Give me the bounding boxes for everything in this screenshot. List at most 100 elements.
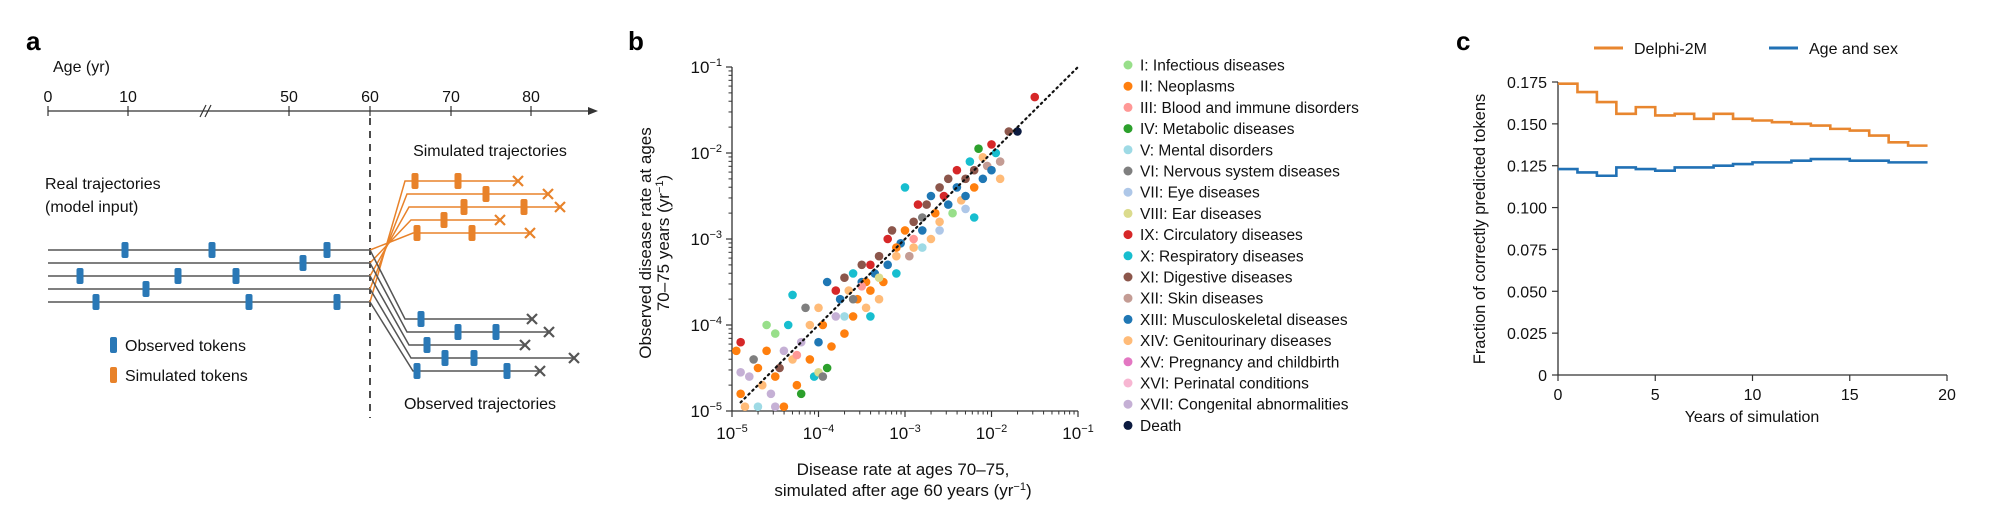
legend-marker bbox=[1123, 293, 1133, 303]
y-tick-base: 10 bbox=[691, 230, 710, 249]
scatter-point bbox=[805, 320, 815, 330]
age-axis-title: Age (yr) bbox=[53, 59, 110, 76]
simulated-token bbox=[482, 186, 490, 202]
scatter-point bbox=[779, 346, 789, 356]
y-tick-exponent: −5 bbox=[709, 401, 722, 413]
scatter-point bbox=[935, 226, 944, 235]
y-tick-label: 10−5 bbox=[691, 401, 722, 421]
y-tick-label: 0.125 bbox=[1507, 159, 1547, 176]
x-tick-label: 10−5 bbox=[716, 423, 747, 443]
scatter-point bbox=[796, 389, 806, 399]
scatter-point bbox=[801, 303, 810, 313]
legend-marker bbox=[1123, 102, 1133, 112]
scatter-point bbox=[909, 217, 918, 227]
scatter-point bbox=[857, 282, 867, 291]
y-tick-label: 0.150 bbox=[1507, 117, 1547, 134]
y-tick-label: 10−1 bbox=[691, 57, 722, 77]
real-trajectories-sublabel: (model input) bbox=[45, 199, 138, 216]
scatter-point bbox=[974, 144, 983, 153]
age-tick-label: 80 bbox=[522, 89, 540, 106]
scatter-point bbox=[827, 342, 836, 351]
scatter-point bbox=[883, 234, 892, 244]
legend-label: XVII: Congenital abnormalities bbox=[1140, 397, 1349, 414]
scatter-point bbox=[749, 355, 758, 364]
scatter-point bbox=[805, 355, 815, 364]
scatter-point bbox=[948, 208, 957, 218]
line-legend: Delphi-2M Age and sex bbox=[1594, 41, 1898, 58]
scatter-point bbox=[913, 200, 923, 209]
x-tick-exponent: −3 bbox=[908, 423, 921, 435]
x-tick-label: 20 bbox=[1938, 387, 1956, 404]
x-axis-label-line1: Disease rate at ages 70–75, bbox=[797, 460, 1010, 479]
legend-marker bbox=[1123, 272, 1133, 282]
scatter-point bbox=[900, 183, 910, 192]
scatter-point bbox=[1030, 92, 1040, 102]
legend-observed-tokens: Observed tokens bbox=[125, 338, 246, 355]
scatter-point bbox=[978, 174, 988, 184]
cross-stroke bbox=[519, 339, 531, 351]
scatter-point bbox=[822, 363, 832, 373]
simulated-trajectories-label: Simulated trajectories bbox=[413, 143, 567, 160]
real-trajectories-label: Real trajectories bbox=[45, 176, 161, 193]
age-tick-label: 60 bbox=[361, 89, 379, 106]
observed-token-legend-icon bbox=[110, 337, 117, 353]
scatter-legend: I: Infectious diseases II: Neoplasms III: … bbox=[1123, 58, 1359, 435]
legend-label: IV: Metabolic diseases bbox=[1140, 121, 1295, 138]
legend-label: V: Mental disorders bbox=[1140, 142, 1273, 159]
end-cross-icon bbox=[494, 214, 506, 226]
scatter-point bbox=[770, 372, 780, 381]
legend-label: XIV: Genitourinary diseases bbox=[1140, 333, 1332, 350]
y-tick-label: 10−4 bbox=[691, 315, 722, 335]
observed-token bbox=[423, 337, 431, 353]
scatter-point bbox=[926, 234, 936, 244]
scatter-point bbox=[861, 303, 871, 313]
scatter-point bbox=[909, 234, 918, 244]
scatter-point bbox=[961, 191, 970, 201]
series-line-delphi-2m bbox=[1558, 82, 1928, 147]
scatter-point bbox=[926, 191, 936, 201]
scatter-point bbox=[883, 260, 892, 270]
x-tick-base: 10 bbox=[1062, 424, 1081, 443]
scatter-point bbox=[745, 372, 754, 381]
observed-trajectory-line bbox=[369, 301, 540, 372]
panel-c-label: c bbox=[1456, 26, 1470, 56]
simulated-token bbox=[440, 212, 448, 228]
y-tick-label: 0.100 bbox=[1507, 201, 1547, 218]
legend-marker bbox=[1123, 145, 1133, 155]
simulated-trajectory-line bbox=[369, 180, 518, 303]
line-series bbox=[1558, 82, 1928, 178]
end-cross-icon bbox=[568, 352, 580, 364]
scatter-point bbox=[840, 312, 849, 321]
scatter-point bbox=[918, 226, 927, 235]
age-tick-label: 0 bbox=[44, 89, 53, 106]
y-axis-label-line1: Observed disease rate at ages bbox=[636, 127, 655, 359]
observed-token bbox=[492, 324, 500, 340]
legend-label: I: Infectious diseases bbox=[1140, 58, 1285, 75]
legend-label: IX: Circulatory diseases bbox=[1140, 227, 1303, 244]
x-tick-exponent: −1 bbox=[1081, 423, 1094, 435]
x-tick-label: 10 bbox=[1744, 387, 1762, 404]
legend-label: XI: Digestive diseases bbox=[1140, 270, 1293, 287]
y-tick-label: 0.175 bbox=[1507, 75, 1547, 92]
observed-token bbox=[333, 294, 341, 310]
legend-label: XII: Skin diseases bbox=[1140, 291, 1263, 308]
observed-trajectories-label: Observed trajectories bbox=[404, 396, 556, 413]
simulated-token bbox=[468, 225, 476, 241]
line-axes: 0 5 10 15 20 0 0.025 0.050 0.075 0.100 0.125 0.150 0… bbox=[1507, 75, 1956, 404]
legend-label: VI: Nervous system diseases bbox=[1140, 164, 1340, 181]
scatter-axes: 10−510−510−410−410−310−310−210−210−110−1 bbox=[691, 57, 1094, 443]
scatter-point bbox=[874, 251, 884, 261]
x-tick-exponent: −4 bbox=[822, 423, 835, 435]
age-tick-label: 10 bbox=[119, 89, 137, 106]
y-tick-label: 0.050 bbox=[1507, 284, 1547, 301]
scatter-point bbox=[770, 402, 780, 412]
y-tick-exponent: −2 bbox=[709, 143, 722, 155]
simulated-trajectory-line bbox=[369, 206, 560, 277]
scatter-point bbox=[792, 350, 802, 360]
simulated-trajectory-line bbox=[369, 193, 548, 290]
cross-stroke bbox=[568, 352, 580, 364]
legend-marker bbox=[1123, 166, 1133, 176]
scatter-point bbox=[814, 337, 823, 347]
scatter-point bbox=[995, 174, 1005, 184]
end-cross-icon bbox=[512, 175, 524, 187]
